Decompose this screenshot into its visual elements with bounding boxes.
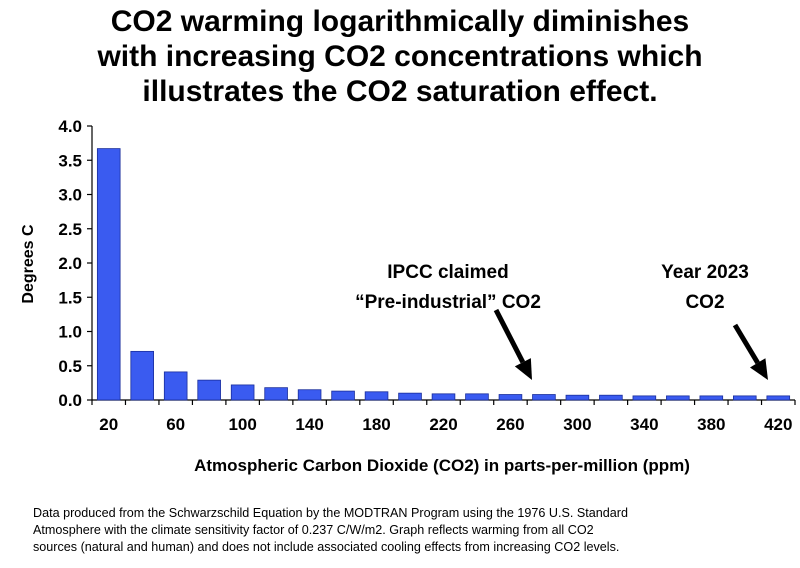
x-tick-label: 140 — [295, 415, 323, 434]
y-tick-label: 4.0 — [58, 117, 82, 136]
y-axis-label-group: Degrees C — [20, 224, 37, 304]
bar — [331, 390, 355, 401]
x-tick-label: 180 — [362, 415, 390, 434]
bar — [565, 394, 590, 401]
annotations: IPCC claimed “Pre-industrial” CO2 Year 202… — [355, 262, 768, 380]
bar — [599, 394, 623, 401]
bar-series — [96, 148, 791, 401]
footnote-line: Data produced from the Schwarzschild Equ… — [33, 506, 628, 520]
footnote-line: Atmosphere with the climate sensitivity … — [33, 523, 594, 537]
x-tick-label: 300 — [563, 415, 591, 434]
bar — [297, 389, 322, 401]
x-tick-label: 260 — [496, 415, 524, 434]
bar — [264, 387, 288, 401]
page-title: CO2 warming logarithmically diminishes w… — [0, 4, 800, 109]
annotation-text: CO2 — [685, 292, 724, 313]
annotation-arrow-head — [514, 358, 532, 380]
bar — [733, 395, 757, 401]
annotation-arrow-head — [749, 358, 768, 380]
y-tick-label: 1.0 — [58, 323, 82, 342]
x-axis-label: Atmospheric Carbon Dioxide (CO2) in part… — [194, 456, 690, 475]
bar — [532, 394, 556, 401]
title-line: illustrates the CO2 saturation effect. — [142, 75, 658, 108]
bar — [130, 350, 154, 401]
annotation-arrow-shaft — [493, 308, 526, 364]
bar — [632, 395, 657, 401]
y-tick-label: 1.5 — [58, 288, 82, 307]
y-tick-label: 3.0 — [58, 186, 82, 205]
bar — [465, 393, 489, 401]
bar — [96, 148, 121, 401]
title-line: with increasing CO2 concentrations which — [97, 40, 703, 73]
bar — [431, 393, 456, 401]
annotation-text: “Pre-industrial” CO2 — [355, 292, 541, 313]
bar — [398, 392, 422, 401]
bar — [163, 371, 188, 401]
bar — [230, 384, 255, 401]
annotation-arrow-shaft — [732, 323, 760, 365]
x-tick-label: 20 — [99, 415, 118, 434]
y-axis-label: Degrees C — [20, 224, 37, 304]
bar — [197, 379, 221, 401]
bar — [699, 395, 724, 401]
bar — [666, 395, 690, 401]
y-tick-label: 0.0 — [58, 391, 82, 410]
footnote: Data produced from the Schwarzschild Equ… — [33, 505, 793, 556]
bar — [364, 391, 389, 401]
y-tick-label: 0.5 — [58, 357, 82, 376]
x-tick-label: 100 — [228, 415, 256, 434]
x-tick-label: 60 — [166, 415, 185, 434]
y-tick-label: 3.5 — [58, 151, 82, 170]
y-tick-label: 2.0 — [58, 254, 82, 273]
x-axis: 20 60 100 140 180 220 260 300 340 380 420 — [91, 399, 796, 434]
bar — [766, 395, 791, 401]
y-tick-label: 2.5 — [58, 220, 82, 239]
x-tick-label: 420 — [764, 415, 792, 434]
title-line: CO2 warming logarithmically diminishes — [110, 5, 690, 38]
y-axis: 0.0 0.5 1.0 1.5 2.0 2.5 3.0 3.5 4.0 — [58, 117, 93, 410]
bar — [498, 394, 523, 401]
footnote-line: sources (natural and human) and does not… — [33, 540, 620, 554]
annotation-text: Year 2023 — [661, 262, 749, 283]
x-tick-label: 380 — [697, 415, 725, 434]
annotation-text: IPCC claimed — [387, 262, 508, 283]
x-tick-label: 340 — [630, 415, 658, 434]
x-tick-label: 220 — [429, 415, 457, 434]
